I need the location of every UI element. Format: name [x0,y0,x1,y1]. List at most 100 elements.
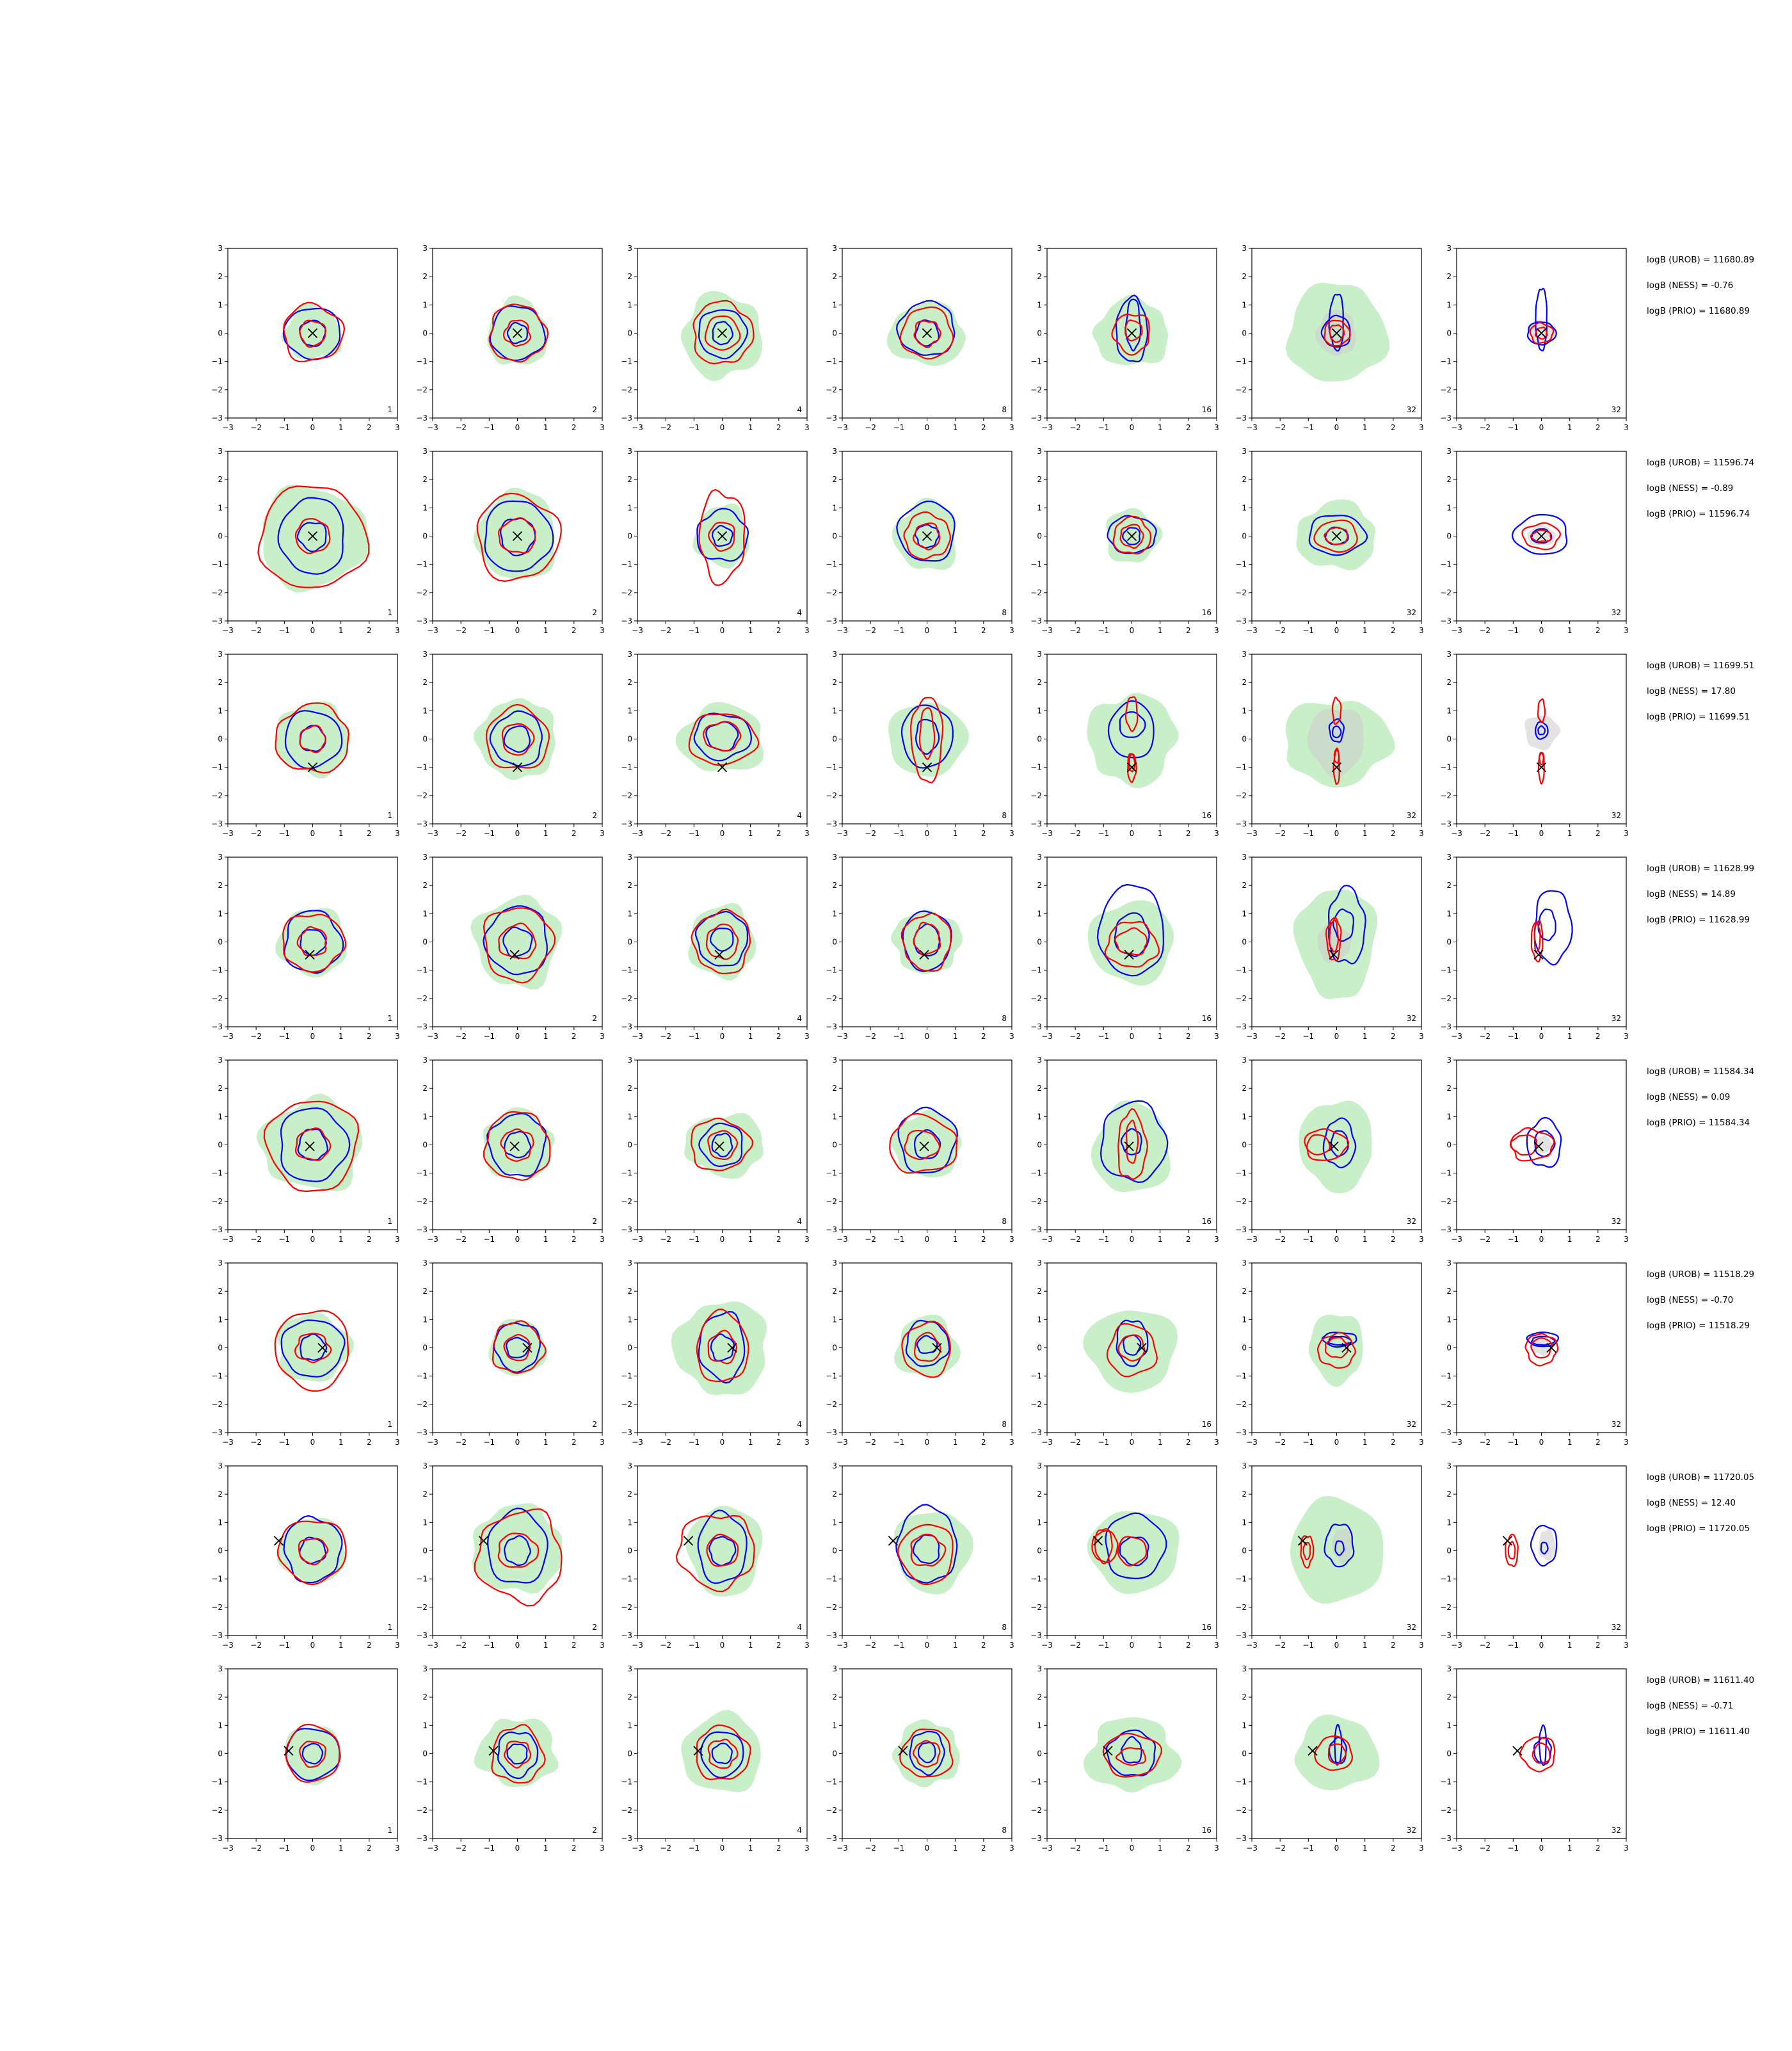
x-tick-label: 2 [981,1438,986,1447]
red-contour [1300,1535,1315,1569]
x-tick-label: 2 [776,1032,781,1041]
y-tick-label: 0 [1242,938,1247,947]
green-region [1092,294,1168,366]
plot-area [1530,890,1573,966]
marker-x [509,949,520,960]
y-tick-label: −1 [211,1778,223,1787]
y-tick-label: 3 [422,853,428,862]
marker-x [1536,762,1547,773]
x-tick-label: 2 [367,1641,372,1650]
blue-contour [1537,908,1556,942]
y-tick-label: 3 [1242,1461,1247,1470]
blue-contour [1540,1541,1549,1555]
y-tick-label: 1 [832,1315,837,1324]
plot-area [274,1310,354,1392]
y-tick-label: −2 [1235,385,1247,394]
x-tick-label: 0 [1130,829,1135,838]
gray-region [1307,709,1364,778]
panel-corner-label: 32 [1407,1420,1416,1429]
marker-x [307,328,318,339]
red-contour [706,1533,739,1567]
x-tick-label: 0 [1334,1641,1340,1650]
y-tick-label: −1 [826,1778,837,1787]
x-tick-label: 0 [925,1844,930,1853]
x-tick-label: −2 [250,626,262,635]
blue-contour [1322,1117,1357,1169]
plot-area [888,696,969,784]
red-contour [1533,921,1541,953]
x-tick-label: −3 [836,1844,848,1853]
panel-corner-label: 16 [1202,1826,1212,1835]
red-contour [1324,1337,1349,1359]
x-tick-label: 3 [1419,1235,1424,1244]
y-tick-label: 2 [1037,881,1042,890]
y-tick-label: 0 [1446,938,1452,947]
panel-corner-label: 8 [1002,1623,1007,1632]
y-tick-label: −1 [1440,560,1452,569]
green-region [275,701,351,779]
y-tick-label: 2 [832,1287,837,1296]
red-contour [294,518,331,554]
y-tick-label: −1 [1440,1372,1452,1381]
red-contour [1505,1533,1519,1568]
marker-x [1533,1141,1544,1152]
y-tick-label: 2 [218,475,223,484]
y-tick-label: 3 [422,650,428,659]
x-tick-label: −3 [222,1032,234,1041]
y-tick-label: 0 [832,532,837,541]
x-tick-label: 3 [395,626,400,635]
y-tick-label: 3 [832,1664,837,1673]
annotation-r4-2: logB (NESS) = 14.89 [1647,889,1736,899]
blue-contour [711,1742,733,1765]
y-tick-label: 3 [1037,853,1042,862]
y-tick-label: 3 [832,1259,837,1267]
x-tick-label: 2 [367,1032,372,1041]
y-tick-label: 0 [422,1344,428,1353]
y-tick-label: −1 [416,1169,428,1178]
x-tick-label: −1 [1302,626,1314,635]
x-tick-label: 1 [339,1235,344,1244]
red-contour [483,1111,551,1181]
x-tick-label: 3 [804,1844,810,1853]
green-region [280,302,342,359]
red-contour [294,1127,332,1161]
x-tick-label: 0 [720,1438,725,1447]
red-contour [1331,696,1342,725]
x-tick-label: 0 [1539,1032,1544,1041]
y-tick-label: −3 [1235,1225,1247,1234]
y-tick-label: 0 [1037,735,1042,744]
x-tick-label: −2 [455,1032,467,1041]
y-tick-label: 3 [422,244,428,253]
red-contour [1333,747,1340,764]
y-tick-label: −2 [826,588,837,597]
blue-contour [280,1319,346,1378]
plot-area [894,1314,961,1379]
x-tick-label: −2 [1274,1032,1286,1041]
blue-contour [1530,528,1553,544]
y-tick-label: 0 [832,938,837,947]
y-tick-label: 3 [627,1259,632,1267]
y-tick-label: 2 [627,881,632,890]
x-tick-label: −2 [1069,423,1081,432]
x-tick-label: 3 [804,829,810,838]
y-tick-label: 2 [422,678,428,687]
y-tick-label: −1 [1235,966,1247,975]
x-tick-label: −1 [483,1641,495,1650]
gray-region [1533,1136,1555,1154]
x-tick-label: 2 [1186,1438,1191,1447]
x-tick-label: −3 [427,1235,438,1244]
blue-contour [909,1730,945,1776]
y-tick-label: 0 [832,1749,837,1758]
x-tick-label: 3 [1214,1641,1219,1650]
x-tick-label: 2 [1596,1641,1601,1650]
x-tick-label: −1 [688,1641,700,1650]
red-contour [910,696,944,784]
red-contour [276,1520,347,1586]
